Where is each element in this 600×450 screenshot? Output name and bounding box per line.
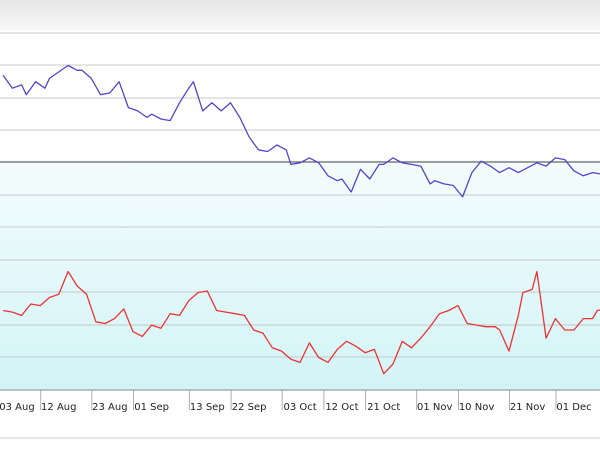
grid-lines: [0, 32, 600, 439]
series-lines: [2, 64, 600, 375]
header-bar: [0, 0, 600, 30]
x-tick-label: 12 Oct: [325, 402, 358, 413]
plot-area-lower: [0, 160, 600, 390]
x-tick-label: 01 Dec: [556, 402, 591, 413]
plot-area-upper: [0, 30, 600, 160]
series-line-1: [2, 64, 600, 198]
x-tick-label: 03 Aug: [0, 402, 35, 413]
x-tick-label: 13 Sep: [190, 402, 225, 413]
x-tick-label: 10 Nov: [459, 402, 495, 413]
x-tick-label: 12 Aug: [41, 402, 76, 413]
x-tick-label: 03 Oct: [284, 402, 317, 413]
x-axis: 03 Aug 12 Aug 23 Aug 01 Sep 13 Sep 22 Sep 03 O…: [0, 390, 592, 413]
x-tick-label: 23 Aug: [92, 402, 127, 413]
x-tick-label: 21 Oct: [367, 402, 400, 413]
x-tick-label: 21 Nov: [510, 402, 546, 413]
x-tick-label: 01 Sep: [134, 402, 169, 413]
x-tick-label: 01 Nov: [417, 402, 453, 413]
series-line-2: [2, 270, 600, 375]
x-tick-label: 22 Sep: [232, 402, 267, 413]
